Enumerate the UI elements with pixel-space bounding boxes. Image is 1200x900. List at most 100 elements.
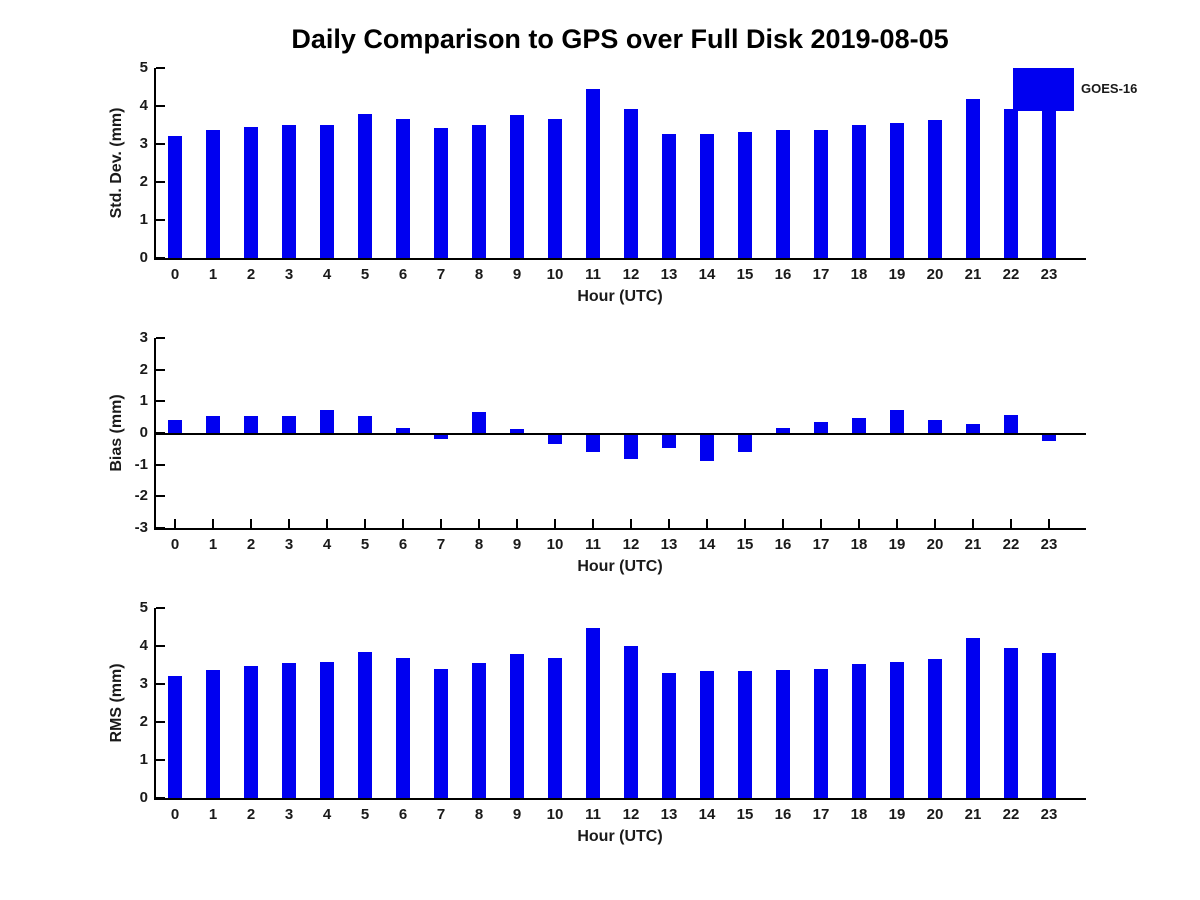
- y-tick-label: 3: [139, 675, 148, 692]
- x-tick-mark: [896, 519, 898, 528]
- y-tick-label: 2: [139, 361, 148, 378]
- bar-hour-17: [814, 130, 828, 258]
- x-tick-label: 12: [622, 266, 640, 283]
- x-tick-label: 3: [284, 266, 294, 283]
- x-tick-mark: [934, 519, 936, 528]
- y-tick-label: -2: [134, 487, 148, 504]
- x-tick-label: 2: [246, 536, 256, 553]
- bar-hour-7: [434, 669, 448, 798]
- bar-hour-3: [282, 125, 296, 258]
- x-tick-mark: [364, 519, 366, 528]
- x-tick-label: 22: [1002, 806, 1020, 823]
- x-tick-label: 0: [170, 536, 180, 553]
- x-tick-label: 19: [888, 266, 906, 283]
- x-tick-mark: [440, 519, 442, 528]
- bar-hour-16: [776, 670, 790, 798]
- x-tick-mark: [630, 519, 632, 528]
- y-tick-label: 3: [139, 329, 148, 346]
- x-tick-label: 18: [850, 536, 868, 553]
- x-tick-label: 18: [850, 266, 868, 283]
- bar-hour-17: [814, 421, 828, 433]
- x-tick-label: 3: [284, 806, 294, 823]
- bar-hour-2: [244, 666, 258, 798]
- y-tick-mark: [156, 527, 165, 529]
- x-tick-label: 6: [398, 536, 408, 553]
- x-tick-label: 4: [322, 266, 332, 283]
- x-tick-label: 23: [1040, 266, 1058, 283]
- x-tick-label: 0: [170, 806, 180, 823]
- x-axis-label-hour-utc: Hour (UTC): [577, 558, 663, 575]
- legend-color-swatch: [1013, 68, 1074, 111]
- x-tick-mark: [516, 519, 518, 528]
- y-tick-label: 0: [139, 789, 148, 806]
- bar-hour-11: [586, 89, 600, 258]
- y-axis-line: [154, 608, 156, 800]
- y-tick-mark: [156, 337, 165, 339]
- x-tick-mark: [288, 519, 290, 528]
- x-axis-label-hour-utc: Hour (UTC): [577, 828, 663, 845]
- y-tick-label: 1: [139, 751, 148, 768]
- bar-hour-22: [1004, 414, 1018, 433]
- x-tick-label: 23: [1040, 536, 1058, 553]
- y-tick-label: -1: [134, 456, 148, 473]
- x-tick-label: 20: [926, 536, 944, 553]
- bar-hour-0: [168, 419, 182, 433]
- y-axis-label-std-dev: Std. Dev. (mm): [108, 107, 125, 219]
- bar-hour-20: [928, 659, 942, 798]
- bar-hour-5: [358, 415, 372, 433]
- x-tick-label: 9: [512, 266, 522, 283]
- x-tick-label: 1: [208, 536, 218, 553]
- bar-hour-14: [700, 671, 714, 798]
- bar-hour-18: [852, 664, 866, 798]
- bar-hour-0: [168, 136, 182, 258]
- y-tick-mark: [156, 257, 165, 259]
- y-tick-label: 0: [139, 249, 148, 266]
- x-tick-label: 19: [888, 806, 906, 823]
- y-tick-label: 4: [139, 97, 148, 114]
- bar-hour-4: [320, 409, 334, 433]
- bar-hour-14: [700, 134, 714, 258]
- x-tick-label: 4: [322, 536, 332, 553]
- bar-hour-6: [396, 427, 410, 433]
- x-tick-label: 7: [436, 266, 446, 283]
- bar-hour-3: [282, 663, 296, 798]
- x-tick-label: 16: [774, 536, 792, 553]
- x-tick-label: 12: [622, 806, 640, 823]
- x-tick-label: 20: [926, 266, 944, 283]
- bar-hour-14: [700, 434, 714, 461]
- y-tick-mark: [156, 105, 165, 107]
- y-tick-mark: [156, 400, 165, 402]
- x-tick-label: 3: [284, 536, 294, 553]
- bar-hour-15: [738, 671, 752, 798]
- y-axis-line: [154, 68, 156, 260]
- bar-hour-3: [282, 415, 296, 433]
- y-tick-mark: [156, 219, 165, 221]
- x-tick-label: 14: [698, 806, 716, 823]
- x-tick-label: 0: [170, 266, 180, 283]
- x-tick-label: 9: [512, 536, 522, 553]
- x-tick-label: 16: [774, 806, 792, 823]
- x-tick-mark: [402, 519, 404, 528]
- y-tick-mark: [156, 645, 165, 647]
- bar-hour-0: [168, 676, 182, 798]
- bar-hour-12: [624, 646, 638, 798]
- x-tick-label: 15: [736, 266, 754, 283]
- bar-hour-21: [966, 638, 980, 798]
- x-tick-label: 16: [774, 266, 792, 283]
- x-tick-label: 23: [1040, 806, 1058, 823]
- x-tick-mark: [668, 519, 670, 528]
- bar-hour-16: [776, 130, 790, 258]
- x-tick-label: 11: [585, 536, 601, 553]
- bar-hour-19: [890, 123, 904, 258]
- bar-hour-6: [396, 119, 410, 258]
- bar-hour-15: [738, 132, 752, 258]
- x-tick-mark: [326, 519, 328, 528]
- x-tick-label: 14: [698, 266, 716, 283]
- y-tick-mark: [156, 797, 165, 799]
- x-tick-label: 4: [322, 806, 332, 823]
- x-tick-label: 5: [360, 806, 370, 823]
- x-tick-mark: [212, 519, 214, 528]
- bar-hour-18: [852, 125, 866, 258]
- x-tick-label: 10: [546, 266, 564, 283]
